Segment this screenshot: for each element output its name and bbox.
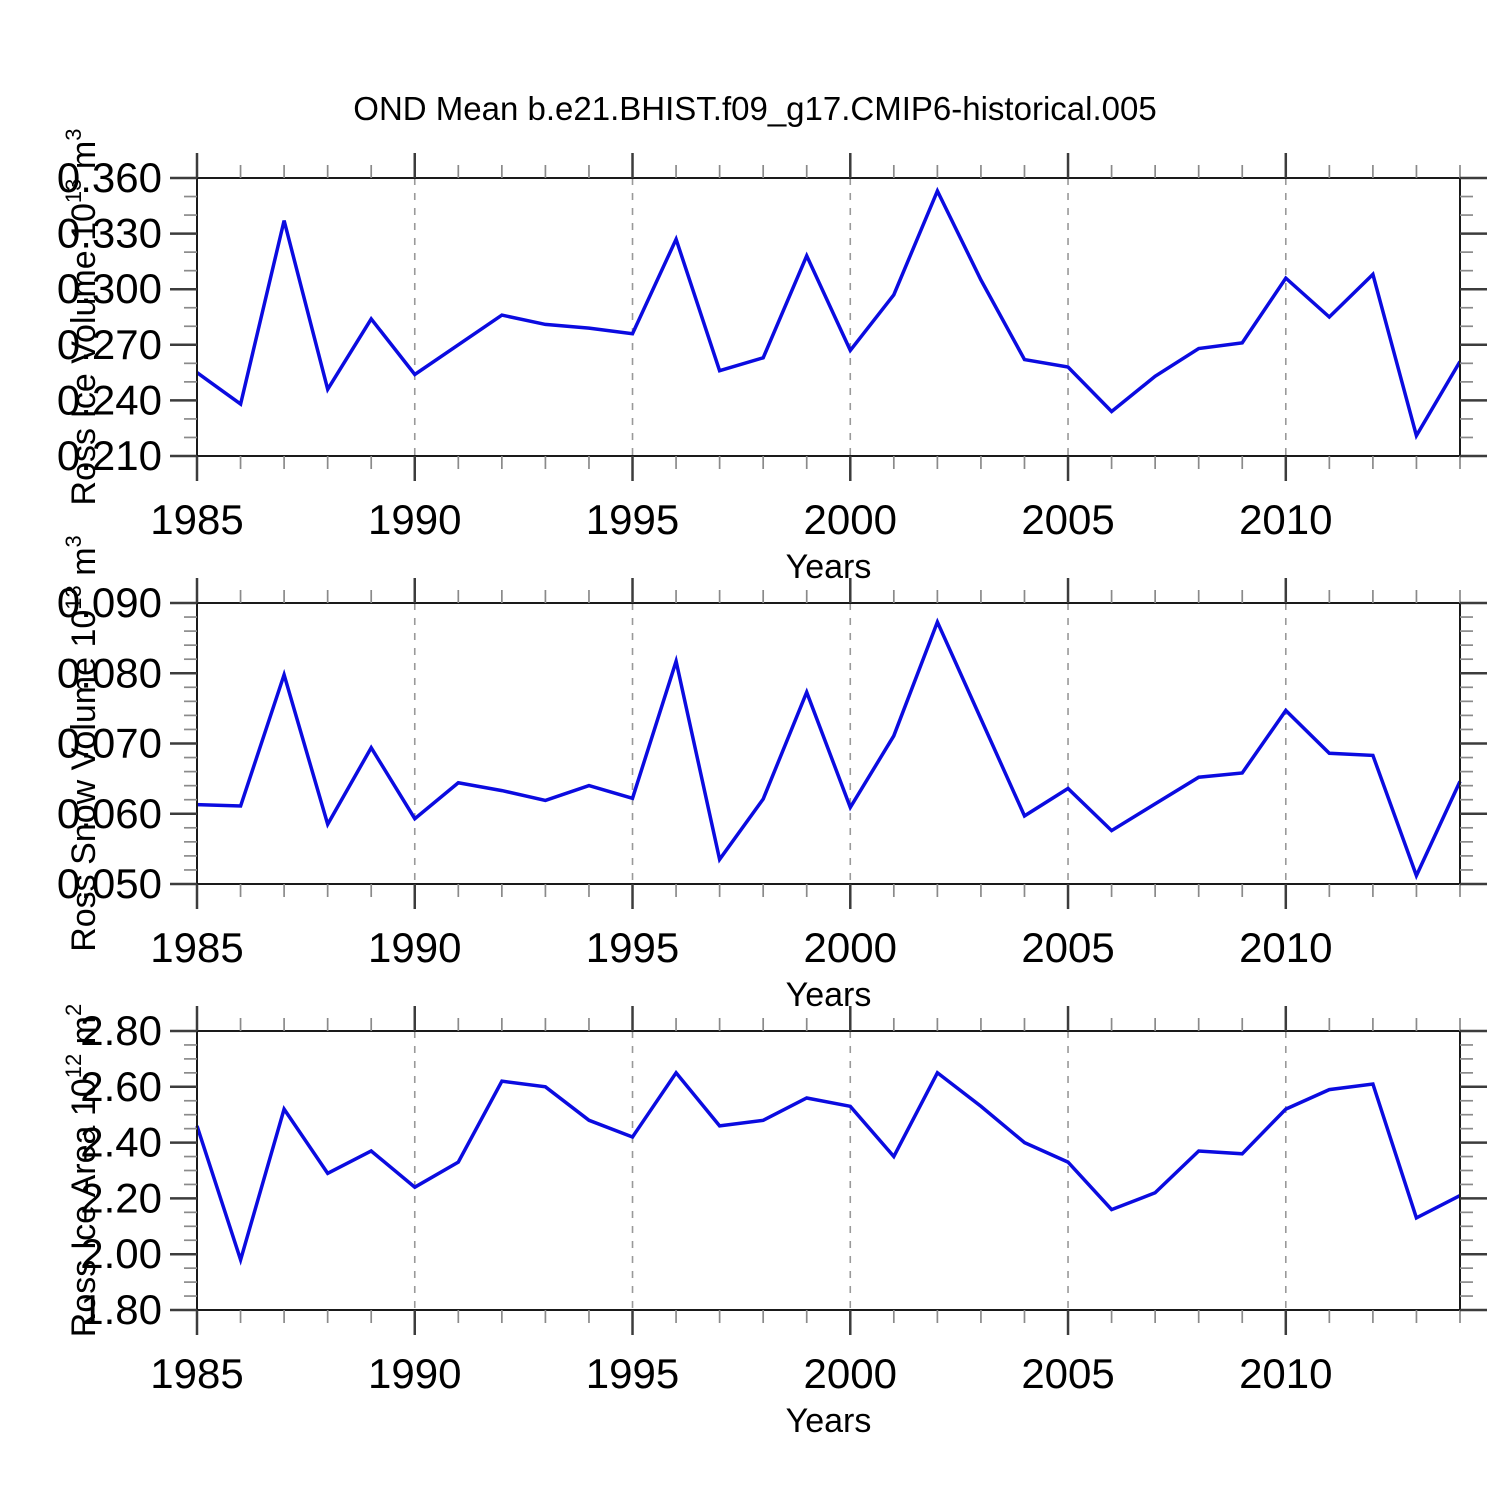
- x-axis-title: Years: [786, 548, 872, 586]
- x-tick-label: 2000: [804, 924, 897, 971]
- plot-frame: [196, 602, 1461, 885]
- y-tick-label: 0.210: [57, 432, 162, 479]
- panel-ross-ice-volume: 0.210 0.240 0.270 0.300 0.330 0.360 1985 1990 19…: [57, 129, 1487, 586]
- panel-ross-snow-volume: 0.050 0.060 0.070 0.080 0.090 1985 1990 1995 200…: [57, 535, 1487, 1014]
- x-tick-label: 1990: [368, 1350, 461, 1397]
- x-tick-label: 1985: [150, 496, 243, 543]
- x-tick-label: 2005: [1021, 1350, 1114, 1397]
- y-tick-label: 0.050: [57, 860, 162, 907]
- plot-frame: [196, 1030, 1461, 1311]
- y-axis-title: Ross Ice Volume 1013 m3: [61, 129, 103, 506]
- ross-ice-area-line: [195, 1069, 1461, 1266]
- y-tick-label: 2.60: [80, 1063, 162, 1110]
- plot-frame: [196, 177, 1461, 457]
- x-tick-label: 2000: [804, 1350, 897, 1397]
- x-tick-label: 2000: [804, 496, 897, 543]
- x-tick-label: 2010: [1239, 1350, 1332, 1397]
- x-tick-label: 1990: [368, 924, 461, 971]
- y-tick-label: 0.270: [57, 321, 162, 368]
- y-tick-label: 2.80: [80, 1007, 162, 1054]
- x-tick-label: 2005: [1021, 924, 1114, 971]
- y-tick-label: 0.330: [57, 210, 162, 257]
- y-tick-label: 0.070: [57, 720, 162, 767]
- y-tick-label: 0.360: [57, 154, 162, 201]
- ross-snow-volume-line: [196, 617, 1462, 881]
- x-axis-title: Years: [786, 1402, 872, 1440]
- y-tick-label: 0.090: [57, 579, 162, 626]
- ross-ice-volume-line: [195, 186, 1462, 441]
- y-tick-label: 1.80: [80, 1286, 162, 1333]
- x-tick-label: 1995: [586, 924, 679, 971]
- x-tick-label: 1995: [586, 496, 679, 543]
- x-tick-label: 1990: [368, 496, 461, 543]
- y-tick-label: 0.300: [57, 265, 162, 312]
- y-tick-label: 0.060: [57, 790, 162, 837]
- x-axis-title: Years: [786, 976, 872, 1014]
- y-axis-title: Ross Snow Volume 1013 m3: [61, 535, 103, 952]
- y-tick-label: 2.20: [80, 1174, 162, 1221]
- x-tick-label: 1985: [150, 1350, 243, 1397]
- y-tick-label: 0.240: [57, 376, 162, 423]
- x-tick-label: 1985: [150, 924, 243, 971]
- y-tick-label: 0.080: [57, 649, 162, 696]
- x-tick-label: 1995: [586, 1350, 679, 1397]
- y-tick-label: 2.00: [80, 1230, 162, 1277]
- y-tick-label: 2.40: [80, 1119, 162, 1166]
- x-tick-label: 2010: [1239, 496, 1332, 543]
- panel-ross-ice-area: 1.80 2.00 2.20 2.40 2.60 2.80 1985 1990 1995 2000…: [61, 1004, 1487, 1440]
- chart-title: OND Mean b.e21.BHIST.f09_g17.CMIP6-histo…: [353, 90, 1157, 127]
- x-tick-label: 2010: [1239, 924, 1332, 971]
- y-axis-title: Ross Ice Area 1012 m2: [61, 1004, 103, 1337]
- x-tick-label: 2005: [1021, 496, 1114, 543]
